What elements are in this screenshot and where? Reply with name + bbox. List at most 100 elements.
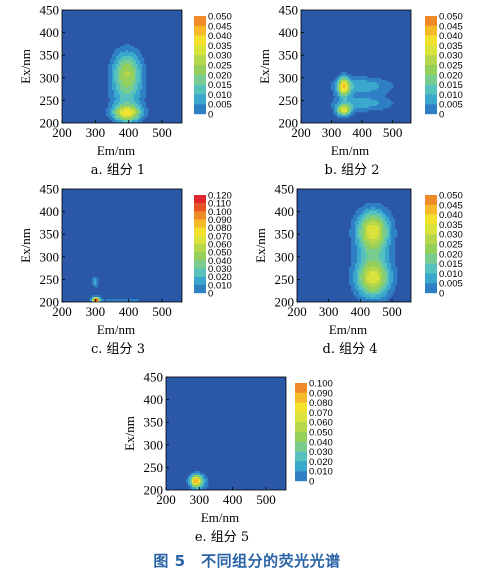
y-tick-label: 300 [40,70,60,85]
y-tick-label: 450 [144,370,164,385]
y-tick-label: 200 [40,295,60,310]
x-tick-label: 300 [319,304,339,319]
colorbar-tick-label: 0.010 [439,90,463,101]
chart-panel-1: 200 300 400 500 200 250 300 350 400 450 Em/nm Ex/nm… [18,3,232,179]
colorbar-tick-label: 0.090 [208,215,232,226]
colorbar-swatch [194,203,206,212]
colorbar-tick-label: 0.020 [208,70,232,81]
colorbar-swatch [295,392,307,403]
contour-fill [106,44,149,123]
y-axis-label: Ex/nm [257,49,272,84]
x-tick-label: 200 [287,304,307,319]
colorbar-tick-label: 0.070 [208,231,232,242]
x-tick-label: 500 [382,304,402,319]
colorbar-tick-label: 0.005 [439,279,463,290]
y-tick-label: 300 [40,249,60,264]
colorbar-tick-label: 0.010 [309,467,333,478]
y-tick-label: 350 [275,227,295,242]
plot-background [166,377,286,490]
y-tick-label: 250 [275,272,295,287]
contour-fill [90,277,139,302]
x-tick-label: 400 [119,304,139,319]
colorbar-swatch [425,283,437,294]
y-tick-label: 350 [40,48,60,63]
x-axis-label: Em/nm [329,322,367,337]
colorbar-tick-label: 0.020 [439,249,463,260]
plot-background [62,189,182,302]
colorbar-swatch [194,244,206,253]
colorbar-tick-label: 0.040 [309,437,333,448]
colorbar-tick-label: 0.050 [208,248,232,259]
colorbar-tick-label: 0.070 [309,408,333,419]
colorbar-swatch [295,432,307,442]
contour-fill [349,203,398,302]
colorbar-swatch [194,235,206,245]
y-tick-label: 450 [40,182,60,197]
y-tick-label: 200 [275,295,295,310]
colorbar-swatch [194,211,206,220]
colorbar-tick-label: 0.035 [208,41,232,52]
colorbar-tick-label: 0.110 [208,199,231,210]
colorbar-swatch [425,84,437,95]
colorbar-tick-label: 0.030 [208,51,232,62]
colorbar-tick-label: 0.040 [439,31,463,42]
colorbar-swatch [295,461,307,472]
colorbar-tick-label: 0 [439,289,444,300]
colorbar-tick-label: 0.005 [208,100,232,111]
y-axis-label: Ex/nm [122,416,137,451]
y-tick-label: 450 [275,182,295,197]
y-tick-label: 450 [279,3,299,18]
colorbar-swatch [194,25,206,36]
y-tick-label: 400 [40,204,60,219]
colorbar-tick-label: 0.050 [309,428,333,439]
colorbar-swatch [194,227,206,237]
y-tick-label: 250 [40,93,60,108]
contour-fill [186,471,209,490]
colorbar-swatch [425,94,437,105]
y-tick-label: 250 [40,272,60,287]
y-tick-label: 400 [279,25,299,40]
colorbar-swatch [295,422,307,433]
x-tick-label: 200 [52,125,72,140]
colorbar-tick-label: 0 [439,110,444,121]
colorbar-tick-label: 0 [208,110,213,121]
colorbar-swatch [194,284,206,294]
colorbar-tick-label: 0.045 [439,200,463,211]
colorbar-swatch [295,412,307,423]
colorbar-tick-label: 0.040 [208,256,232,267]
colorbar-tick-label: 0.080 [208,223,232,234]
colorbar-swatch [295,441,307,452]
chart-panel-4: 200 300 400 500 200 250 300 350 400 450 Em/nm Ex/nm… [253,182,463,358]
colorbar-swatch [425,65,437,75]
colorbar-swatch [194,45,206,56]
y-tick-label: 300 [279,70,299,85]
y-tick-label: 300 [275,249,295,264]
panel-caption: e. 组分 5 [195,530,249,545]
x-tick-label: 500 [383,125,403,140]
colorbar-tick-label: 0.100 [309,379,333,390]
colorbar-tick-label: 0.015 [208,80,232,91]
x-tick-label: 300 [322,125,342,140]
colorbar-swatch [425,263,437,274]
panel-caption: a. 组分 1 [91,163,145,178]
x-tick-label: 200 [156,492,176,507]
colorbar-tick-label: 0.025 [208,61,232,72]
y-tick-label: 250 [144,460,164,475]
y-tick-label: 200 [279,116,299,131]
colorbar-tick-label: 0.020 [309,457,333,468]
colorbar-swatch [295,383,307,393]
colorbar-swatch [425,253,437,264]
colorbar-swatch [194,104,206,115]
colorbar-tick-label: 0.080 [309,398,333,409]
colorbar-swatch [194,16,206,26]
colorbar-tick-label: 0.100 [208,207,232,218]
x-axis-label: Em/nm [331,143,369,158]
x-tick-label: 300 [86,125,106,140]
x-tick-label: 400 [223,492,243,507]
y-tick-label: 200 [144,483,164,498]
colorbar-swatch [295,471,307,482]
colorbar-tick-label: 0.030 [309,447,333,458]
contour-fill [331,72,394,119]
colorbar-tick-label: 0.060 [309,418,333,429]
colorbar-tick-label: 0.035 [439,41,463,52]
